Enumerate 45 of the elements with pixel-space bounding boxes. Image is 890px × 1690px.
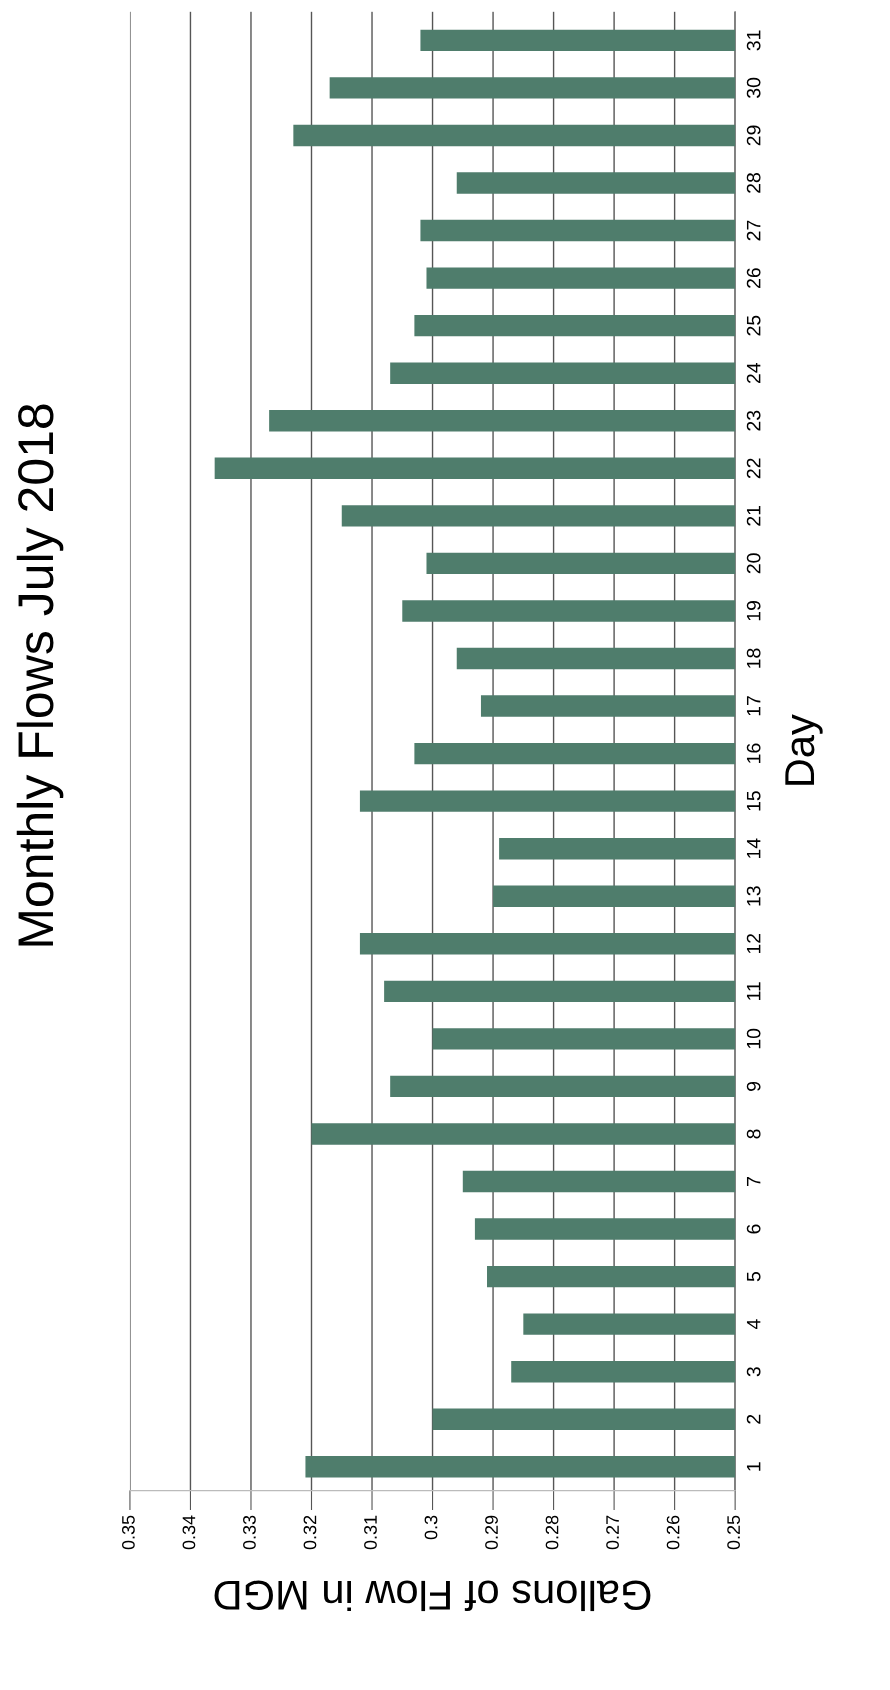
y-tick-label: 31	[746, 30, 761, 51]
y-tick-label: 11	[746, 982, 761, 1000]
y-tick-label: 25	[746, 315, 761, 336]
y-tick-label: 23	[746, 410, 761, 431]
y-tick-label: 12	[746, 933, 761, 954]
y-tick-label: 24	[746, 362, 761, 384]
y-tick-label: 21	[746, 505, 761, 526]
x-tick-label: 0.35	[122, 1515, 135, 1550]
x-tick-label: 0.29	[485, 1515, 498, 1550]
y-tick-label: 19	[746, 601, 761, 621]
y-tick-label: 27	[746, 220, 761, 241]
x-tick-label: 0.26	[666, 1515, 680, 1550]
x-tick-label: 0.34	[182, 1515, 196, 1550]
y-tick-label: 22	[746, 458, 761, 479]
x-tick-label: 0.33	[243, 1515, 256, 1550]
y-tick-label: 30	[746, 77, 761, 98]
y-tick-label: 2	[746, 1414, 761, 1424]
y-tick-label: 6	[746, 1224, 761, 1234]
text: Monthly Flows July 2018	[16, 404, 64, 946]
y-tick-label: 18	[746, 648, 761, 668]
x-tick-label: 0.27	[606, 1515, 619, 1550]
y-tick-label: 17	[746, 696, 761, 716]
x-tick-label: 0.28	[545, 1515, 559, 1550]
y-tick-label: 16	[746, 743, 761, 763]
y-tick-label: 7	[746, 1177, 761, 1186]
y-tick-label: 26	[746, 268, 761, 288]
x-axis-title: Gallons of Flow in MGD	[214, 1580, 651, 1612]
y-tick-label: 1	[746, 1462, 761, 1471]
y-tick-label: 15	[746, 791, 761, 811]
y-tick-label: 13	[746, 886, 761, 906]
y-tick-label: 20	[746, 553, 761, 574]
y-tick-label: 14	[746, 838, 761, 859]
y-tick-label: 29	[746, 125, 761, 146]
y-tick-label: 28	[746, 173, 761, 193]
y-axis-title: Day	[785, 714, 823, 785]
x-tick-label: 0.25	[727, 1515, 740, 1550]
y-tick-label: 4	[746, 1319, 761, 1330]
y-tick-label: 8	[746, 1129, 761, 1139]
y-tick-label: 9	[746, 1081, 761, 1091]
x-tick-label: 0.3	[424, 1515, 438, 1540]
x-tick-label: 0.32	[303, 1515, 317, 1550]
x-tick-label: 0.31	[364, 1515, 377, 1550]
y-tick-label: 3	[746, 1367, 761, 1377]
y-tick-label: 10	[746, 1028, 761, 1049]
y-tick-label: 5	[746, 1272, 761, 1282]
